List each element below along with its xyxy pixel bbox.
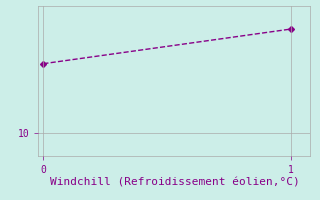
X-axis label: Windchill (Refroidissement éolien,°C): Windchill (Refroidissement éolien,°C)	[50, 178, 299, 188]
